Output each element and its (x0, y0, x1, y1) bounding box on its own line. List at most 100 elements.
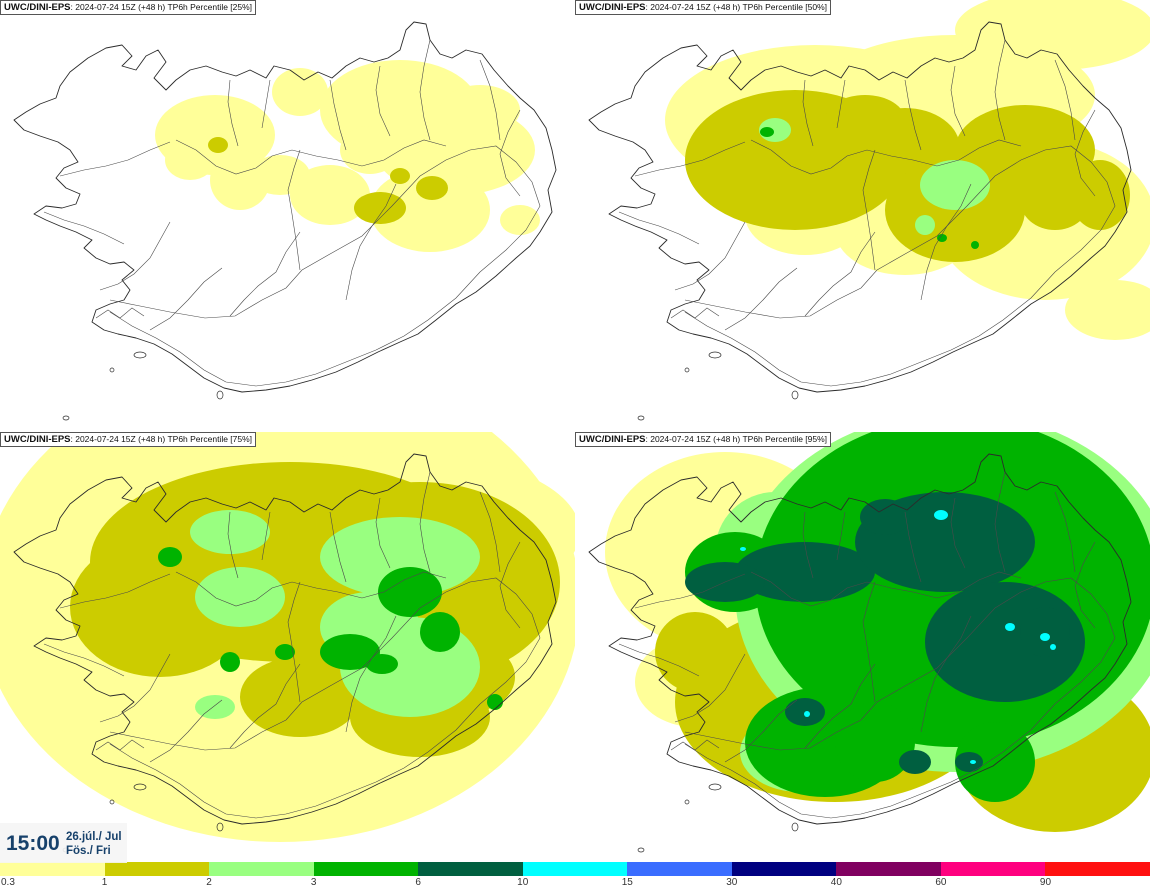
precip-area (1040, 633, 1050, 641)
legend-swatch (313, 862, 419, 876)
road-line (1074, 109, 1096, 197)
road-line (836, 511, 846, 561)
model-name: UWC/DINI-EPS (4, 434, 71, 445)
road-line (375, 497, 391, 569)
road-line (904, 511, 922, 583)
valid-time-box: 15:00 26.júl./ Jul Fös./ Fri (0, 823, 127, 863)
precip-area (500, 205, 540, 235)
run-info: : 2024-07-24 15Z (+48 h) (70, 434, 166, 444)
road-line (920, 615, 972, 733)
road-line (43, 211, 125, 245)
precip-area (195, 567, 285, 627)
precip-area (899, 750, 931, 774)
precip-area (195, 695, 235, 719)
legend-label: 0.3 (1, 877, 15, 888)
map-panel-p25: UWC/DINI-EPS: 2024-07-24 15Z (+48 h) TP6… (0, 0, 575, 430)
precip-area (290, 165, 370, 225)
precip-area (835, 702, 915, 782)
precip-area (970, 760, 976, 764)
road-line (95, 739, 145, 751)
road-line (345, 615, 397, 733)
island (708, 783, 722, 791)
road-line (43, 643, 125, 677)
road-line (804, 231, 876, 317)
precip-area (208, 137, 228, 153)
panel-title: UWC/DINI-EPS: 2024-07-24 15Z (+48 h) TP6… (575, 432, 832, 447)
road-line (1074, 541, 1096, 629)
island (637, 415, 645, 421)
road-line (109, 577, 541, 819)
run-info: : 2024-07-24 15Z (+48 h) (645, 434, 741, 444)
map-panel-p95: UWC/DINI-EPS: 2024-07-24 15Z (+48 h) TP6… (575, 432, 1150, 862)
precip-area (955, 752, 983, 772)
road-line (287, 581, 301, 703)
island (216, 822, 224, 832)
road-line (802, 79, 814, 147)
road-line (479, 491, 501, 573)
precip-area (860, 499, 910, 535)
precip-area (390, 168, 410, 184)
island (684, 367, 690, 373)
road-line (287, 149, 301, 271)
precip-area (440, 85, 520, 135)
color-legend: 0.3 1 2 3 6 10 15 30 40 60 90 (0, 862, 1150, 891)
legend-swatch (940, 862, 1046, 876)
precip-area (804, 711, 810, 717)
legend-swatch (209, 862, 315, 876)
road-line (750, 571, 1022, 607)
road-line (229, 663, 301, 749)
road-line (670, 307, 720, 319)
precip-area (370, 168, 490, 252)
precip-area (272, 68, 328, 116)
road-line (375, 65, 391, 137)
road-line (149, 267, 223, 331)
field-name: TP6h Percentile [25%] (165, 2, 253, 12)
model-name: UWC/DINI-EPS (579, 434, 646, 445)
precip-area (416, 176, 448, 200)
precip-area (1005, 623, 1015, 631)
coastline (13, 21, 557, 393)
precip-area (1050, 644, 1056, 650)
road-line (329, 79, 347, 151)
legend-label: 10 (517, 877, 529, 888)
island (708, 351, 722, 359)
precip-area (320, 517, 480, 597)
legend-label: 40 (830, 877, 842, 888)
legend-label: 3 (310, 877, 317, 888)
road-line (724, 699, 798, 763)
road-line (99, 221, 171, 291)
road-line (99, 653, 171, 723)
precip-area (487, 694, 503, 710)
precip-area (320, 634, 380, 670)
island (684, 799, 690, 805)
road-line (479, 59, 501, 141)
legend-swatch (1045, 862, 1150, 876)
legend-label: 1 (101, 877, 108, 888)
precip-map (13, 21, 557, 421)
island (109, 367, 115, 373)
road-line (634, 573, 746, 609)
legend-label: 90 (1039, 877, 1052, 888)
road-line (836, 79, 846, 129)
precip-area (220, 652, 240, 672)
model-name: UWC/DINI-EPS (579, 2, 646, 13)
island (791, 390, 799, 400)
precip-area (955, 0, 1150, 70)
precip-area (366, 654, 398, 674)
precip-area (275, 644, 295, 660)
island (133, 783, 147, 791)
precip-area (190, 510, 270, 554)
road-line (1054, 59, 1076, 141)
road-line (618, 211, 700, 245)
legend-swatch (836, 862, 942, 876)
road-line (109, 145, 541, 387)
road-line (175, 571, 447, 607)
road-line (227, 79, 239, 147)
legend-label: 15 (621, 877, 633, 888)
precip-area (937, 234, 947, 242)
precip-area (354, 192, 406, 224)
precip-map (588, 0, 1150, 421)
field-name: TP6h Percentile [75%] (165, 434, 253, 444)
road-line (59, 573, 171, 609)
precip-area (1065, 280, 1150, 340)
